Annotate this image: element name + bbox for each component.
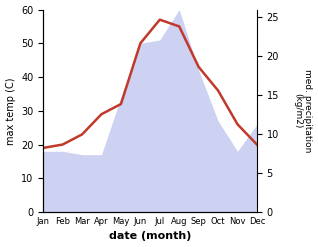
- Y-axis label: med. precipitation
(kg/m2): med. precipitation (kg/m2): [293, 69, 313, 152]
- X-axis label: date (month): date (month): [109, 231, 191, 242]
- Y-axis label: max temp (C): max temp (C): [5, 77, 16, 144]
